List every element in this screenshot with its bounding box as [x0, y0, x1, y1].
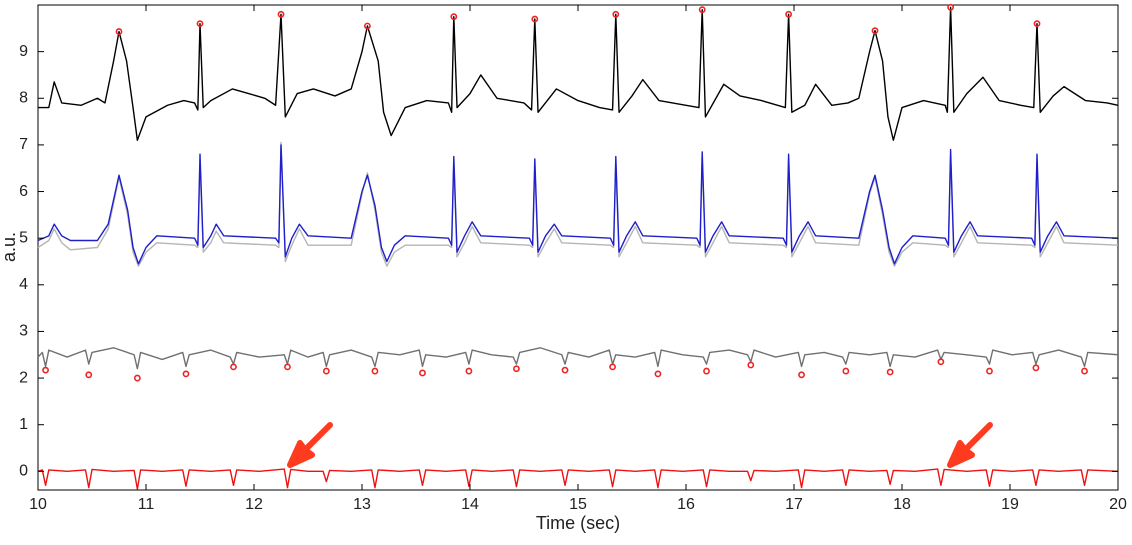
peak-marker	[654, 370, 662, 378]
peak-marker	[1081, 367, 1088, 375]
peak-marker	[531, 15, 539, 23]
peak-marker	[609, 363, 616, 371]
signal-line	[37, 347, 1119, 370]
peak-marker	[798, 371, 805, 379]
signal-line	[37, 468, 1119, 490]
y-tick-label: 8	[19, 89, 28, 106]
arrow	[947, 422, 993, 468]
y-tick-label: 1	[19, 416, 28, 433]
peak-marker	[85, 371, 93, 379]
x-tick-label: 13	[353, 496, 371, 513]
peak-marker	[785, 10, 792, 18]
peak-marker	[703, 367, 710, 375]
arrow	[287, 422, 333, 468]
peak-marker	[886, 368, 894, 376]
x-tick-label: 18	[893, 496, 911, 513]
x-tick-label: 10	[29, 496, 47, 513]
peak-marker	[871, 27, 879, 35]
peak-marker	[196, 20, 204, 28]
peak-marker	[937, 358, 945, 366]
peak-marker	[612, 10, 620, 18]
peak-marker	[698, 6, 706, 14]
peak-marker	[450, 13, 458, 21]
y-axis-label: a.u.	[0, 232, 19, 262]
peak-marker	[363, 22, 371, 30]
peak-marker	[322, 367, 330, 375]
y-tick-label: 0	[19, 463, 28, 480]
peak-marker	[747, 361, 755, 369]
y-tick-label: 9	[19, 43, 28, 60]
x-tick-label: 14	[461, 496, 479, 513]
peak-marker	[1033, 20, 1041, 28]
x-tick-label: 20	[1109, 496, 1127, 513]
x-tick-label: 15	[569, 496, 587, 513]
peak-marker	[115, 28, 123, 35]
peak-marker	[513, 365, 520, 373]
y-tick-label: 6	[19, 183, 28, 200]
y-tick-label: 2	[19, 369, 28, 386]
peak-marker	[42, 366, 49, 374]
peak-marker	[182, 370, 190, 378]
y-tick-label: 4	[19, 276, 28, 293]
peak-marker	[1032, 364, 1040, 372]
x-tick-label: 17	[785, 496, 803, 513]
y-tick-label: 3	[19, 323, 28, 340]
x-tick-label: 16	[677, 496, 695, 513]
peak-marker	[986, 367, 993, 375]
x-tick-label: 12	[245, 496, 263, 513]
peak-marker	[230, 363, 237, 371]
peak-marker	[947, 3, 954, 11]
y-tick-label: 5	[19, 229, 28, 246]
peak-marker	[277, 10, 285, 18]
peak-marker	[842, 367, 850, 375]
peak-marker	[371, 367, 379, 375]
peak-marker	[133, 374, 141, 382]
signal-line	[38, 6, 1119, 141]
peak-marker	[419, 369, 426, 377]
y-tick-label: 7	[19, 136, 28, 153]
x-tick-label: 11	[138, 496, 155, 513]
signal-line	[37, 144, 1119, 265]
peak-marker	[465, 367, 473, 375]
peak-marker	[284, 363, 291, 371]
x-axis-label: Time (sec)	[536, 513, 620, 533]
x-tick-label: 19	[1001, 496, 1019, 513]
peak-marker	[561, 366, 569, 374]
plot-area	[37, 3, 1119, 490]
